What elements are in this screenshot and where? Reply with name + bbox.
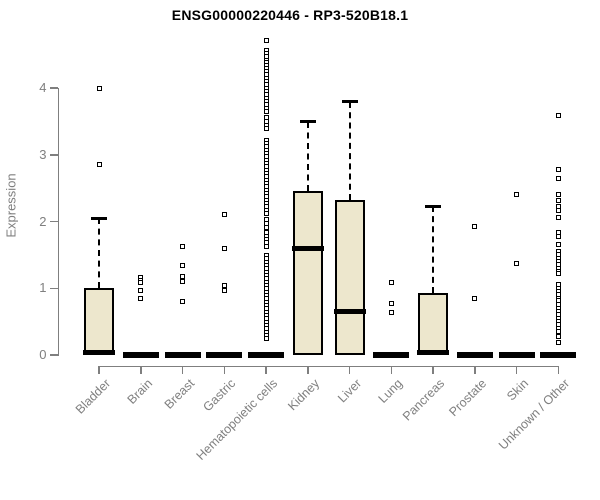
box-kidney: [292, 190, 323, 355]
whisker-cap-kidney: [299, 120, 316, 123]
outlier-point: [96, 85, 102, 91]
outlier-point: [263, 211, 269, 217]
outlier-point: [263, 225, 269, 231]
zero-bar-prostate: [456, 351, 493, 358]
median-liver: [333, 309, 366, 315]
x-tick: [98, 365, 100, 374]
outlier-point: [221, 283, 227, 289]
outlier-point: [138, 295, 144, 301]
outlier-point: [555, 207, 561, 213]
outlier-point: [555, 297, 561, 303]
outlier-point: [263, 125, 269, 131]
box-liver: [334, 199, 365, 355]
x-tick: [515, 365, 518, 374]
outlier-point: [555, 334, 561, 340]
outlier-point: [472, 296, 478, 302]
y-tick-label: 1: [39, 280, 47, 296]
outlier-point: [180, 279, 185, 285]
median-pancreas: [417, 350, 449, 356]
zero-bar-lung: [373, 351, 410, 358]
whisker-cap-liver: [341, 100, 358, 103]
y-tick: [49, 287, 58, 290]
outlier-point: [555, 215, 561, 221]
y-axis-line: [57, 88, 59, 357]
x-tick: [181, 365, 184, 374]
zero-bar-skin: [498, 351, 535, 358]
outlier-point: [221, 245, 227, 251]
outlier-point: [263, 243, 269, 249]
whisker-cap-bladder: [91, 217, 107, 220]
x-tick: [348, 365, 351, 374]
outlier-point: [138, 280, 144, 286]
outlier-point: [388, 301, 394, 307]
y-axis-label: Expression: [3, 173, 19, 238]
outlier-point: [555, 241, 561, 247]
x-tick: [223, 365, 225, 374]
outlier-point: [472, 223, 478, 229]
zero-bar-gastric: [206, 351, 243, 358]
outlier-point: [555, 167, 561, 173]
outlier-point: [555, 113, 561, 119]
y-tick: [49, 220, 58, 223]
outlier-point: [555, 329, 561, 335]
whisker-kidney: [306, 121, 309, 191]
outlier-point: [555, 234, 561, 240]
outlier-point: [263, 109, 269, 115]
outlier-point: [180, 244, 185, 250]
whisker-bladder: [98, 218, 100, 289]
median-kidney: [291, 245, 324, 251]
y-tick-label: 0: [39, 347, 47, 362]
y-tick-label: 4: [39, 80, 47, 96]
x-tick: [557, 365, 559, 374]
outlier-point: [263, 37, 269, 43]
whisker-pancreas: [432, 206, 434, 293]
y-tick: [49, 354, 58, 356]
outlier-point: [555, 176, 561, 182]
outlier-point: [514, 261, 519, 267]
x-axis-line: [98, 365, 560, 367]
outlier-point: [180, 263, 185, 269]
whisker-liver: [348, 101, 351, 200]
median-bladder: [83, 350, 115, 356]
zero-bar-breast: [164, 351, 201, 358]
outlier-point: [221, 212, 227, 218]
chart-title: ENSG00000220446 - RP3-520B18.1: [171, 7, 409, 23]
box-bladder: [84, 288, 114, 355]
x-tick: [307, 365, 309, 374]
zero-bar-brain: [122, 351, 159, 358]
x-tick: [474, 365, 476, 374]
outlier-point: [555, 271, 561, 277]
outlier-point: [221, 288, 227, 294]
outlier-point: [514, 192, 519, 198]
y-tick: [49, 87, 58, 89]
outlier-point: [388, 310, 394, 316]
outlier-point: [555, 340, 561, 346]
y-tick-label: 2: [39, 213, 47, 229]
outlier-point: [180, 299, 185, 305]
x-tick: [390, 365, 392, 374]
zero-bar-unknown-other: [540, 351, 577, 358]
outlier-point: [96, 162, 102, 168]
x-tick: [140, 365, 142, 374]
y-tick: [49, 154, 58, 156]
x-tick: [265, 365, 267, 374]
zero-bar-hematopoietic-cells: [248, 351, 284, 358]
y-tick-label: 3: [39, 146, 47, 162]
outlier-point: [138, 288, 144, 294]
outlier-point: [555, 192, 561, 198]
outlier-point: [555, 197, 561, 203]
x-tick: [432, 365, 434, 374]
outlier-point: [388, 279, 394, 285]
whisker-cap-pancreas: [425, 205, 441, 208]
outlier-point: [180, 273, 185, 279]
box-pancreas: [418, 292, 448, 355]
outlier-point: [263, 336, 269, 342]
